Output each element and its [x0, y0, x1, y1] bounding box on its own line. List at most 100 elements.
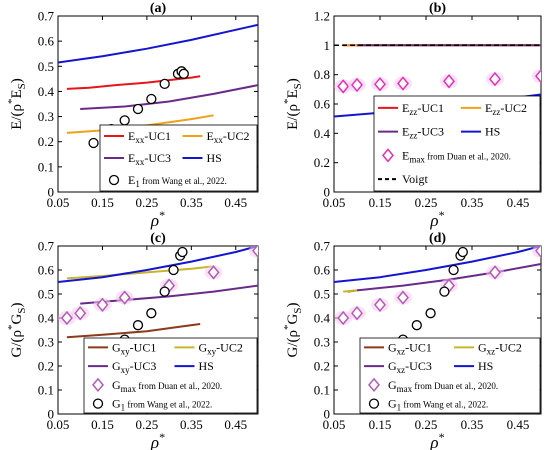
- x-tick-label: 0.25: [415, 195, 438, 210]
- legend-label-g-xy-uc2: Gxy-UC2: [199, 340, 243, 356]
- y-tick-label: 0.1: [38, 383, 54, 398]
- data-point-g-max-from-duan-et-al-2020: [337, 310, 350, 326]
- data-point-g-1-from-wang-et-al-2022: [146, 308, 157, 319]
- legend-swatch-g-1-from-wang-et-al-2022: [368, 398, 380, 409]
- x-tick-label: 0.45: [507, 417, 530, 432]
- data-point-g-1-from-wang-et-al-2022: [457, 246, 468, 258]
- data-point-e-1-from-wang-et-al-2022: [159, 78, 170, 90]
- legend-label-g-xy-uc3: Gxy-UC3: [112, 359, 156, 375]
- series-line-g-xy-uc1: [66, 323, 201, 339]
- data-point-e-max-from-duan-et-al-2020: [351, 77, 363, 93]
- legend-label-hs: HS: [485, 125, 500, 139]
- x-axis-label: ρ*: [429, 208, 444, 230]
- panel-title: (b): [429, 1, 446, 16]
- data-point-e-1-from-wang-et-al-2022: [132, 103, 144, 115]
- panel-title: (d): [429, 231, 446, 246]
- legend-swatch-e-1-from-wang-et-al-2022: [108, 174, 120, 186]
- data-point-g-max-from-duan-et-al-2020: [207, 265, 220, 280]
- legend-swatch-e-max-from-duan-et-al-2020: [382, 148, 394, 163]
- y-tick-label: 0.2: [314, 359, 330, 374]
- x-tick-label: 0.45: [507, 195, 530, 210]
- y-tick-label: 0.2: [314, 155, 330, 170]
- x-tick-label: 0.15: [369, 195, 392, 210]
- legend: Gxz-UC1 Gxz-UC2 Gxz-UC3 HS Gmax from Duan et…: [359, 337, 541, 414]
- x-tick-label: 0.25: [415, 417, 438, 432]
- data-point-e-max-from-duan-et-al-2020: [489, 71, 501, 87]
- panel-b: (b) 0.05 0.15 0.25 0.35 0.45 0 0.2 0.4 0.6 0.8 1 1.2…: [282, 1, 542, 230]
- legend-label-g-xz-uc2: Gxz-UC2: [478, 340, 522, 356]
- y-tick-label: 1: [324, 38, 331, 53]
- y-tick-label: 0.4: [314, 311, 331, 326]
- y-axis-label: E/(ρ*ES): [6, 78, 28, 130]
- series-line-e-xx-uc1: [66, 75, 201, 90]
- legend-label-g-1-from-wang-et-al-2022: G1 from Wang et al., 2022.: [388, 397, 488, 413]
- legend-swatch-g-1-from-wang-et-al-2022: [92, 398, 104, 409]
- legend: Gxy-UC1 Gxy-UC2 Gxy-UC3 HS Gmax from Duan et…: [83, 337, 258, 414]
- x-tick-label: 0.25: [136, 195, 159, 210]
- legend-box: [83, 337, 258, 414]
- legend-swatch-g-max-from-duan-et-al-2020: [92, 377, 104, 393]
- data-point-g-max-from-duan-et-al-2020: [96, 297, 109, 312]
- y-tick-label: 0.8: [314, 67, 330, 82]
- x-tick-label: 0.35: [180, 417, 203, 432]
- y-tick-label: 0: [324, 407, 331, 422]
- legend-label-voigt: Voigt: [402, 172, 428, 186]
- x-axis-label: ρ*: [150, 430, 165, 450]
- series-line-g-xy-uc2: [66, 265, 214, 280]
- series-line-g-xz-uc2: [343, 289, 358, 293]
- y-tick-label: 0.6: [38, 263, 55, 278]
- y-tick-label: 0.4: [38, 84, 55, 99]
- legend-box: [373, 95, 541, 192]
- x-tick-label: 0.25: [136, 417, 159, 432]
- legend-label-g-xy-uc1: Gxy-UC1: [112, 340, 156, 356]
- x-axis-label: ρ*: [429, 430, 444, 450]
- data-point-g-1-from-wang-et-al-2022: [159, 286, 170, 297]
- data-point-e-1-from-wang-et-al-2022: [88, 137, 99, 149]
- x-tick-label: 0.35: [461, 195, 484, 210]
- legend-box: [359, 337, 541, 414]
- legend-label-hs: HS: [207, 151, 222, 165]
- panel-title: (c): [150, 231, 166, 246]
- y-tick-label: 0.1: [38, 159, 54, 174]
- y-tick-label: 0.4: [314, 126, 331, 141]
- panel-title: (a): [150, 1, 167, 16]
- x-tick-label: 0.45: [224, 195, 247, 210]
- y-tick-label: 0.5: [314, 287, 330, 302]
- data-point-g-max-from-duan-et-al-2020: [74, 306, 87, 321]
- legend-label-g-xz-uc1: Gxz-UC1: [388, 340, 432, 356]
- y-tick-label: 0.6: [314, 263, 331, 278]
- y-tick-label: 0.3: [38, 335, 54, 350]
- y-tick-label: 0: [324, 185, 331, 200]
- panel-a: (a) 0.05 0.15 0.25 0.35 0.45 0 0.1 0.2 0.3 0.4 0.5 0…: [6, 1, 259, 230]
- legend-label-g-max-from-duan-et-al-2020: Gmax from Duan et al., 2020.: [388, 378, 498, 394]
- x-tick-label: 0.15: [91, 417, 114, 432]
- y-tick-label: 0.1: [314, 383, 330, 398]
- y-tick-label: 0.5: [38, 287, 54, 302]
- legend: Ezz-UC1 Ezz-UC2 Ezz-UC3 HS Emax from Duan et…: [373, 95, 541, 192]
- x-tick-label: 0.05: [47, 195, 70, 210]
- x-tick-label: 0.15: [369, 417, 392, 432]
- data-point-g-1-from-wang-et-al-2022: [448, 264, 459, 276]
- y-tick-label: 0: [48, 185, 55, 200]
- data-point-e-1-from-wang-et-al-2022: [178, 68, 189, 79]
- legend: Exx-UC1 Exx-UC2 Exx-UC3 HS E1 from Wang et a…: [99, 124, 258, 192]
- data-point-e-max-from-duan-et-al-2020: [337, 79, 350, 94]
- y-tick-label: 0.3: [314, 335, 330, 350]
- legend-label-e-xx-uc3: Exx-UC3: [128, 151, 171, 167]
- x-tick-label: 0.05: [47, 417, 70, 432]
- data-point-g-max-from-duan-et-al-2020: [535, 246, 541, 258]
- data-point-g-max-from-duan-et-al-2020: [397, 290, 409, 305]
- y-tick-label: 0.3: [38, 109, 54, 124]
- x-tick-label: 0.15: [91, 195, 114, 210]
- legend-label-g-xz-uc3: Gxz-UC3: [388, 359, 432, 375]
- legend-label-hs: HS: [199, 359, 214, 373]
- y-tick-label: 0.7: [38, 239, 55, 254]
- legend-swatch-g-max-from-duan-et-al-2020: [368, 377, 380, 393]
- data-point-e-max-from-duan-et-al-2020: [374, 77, 386, 92]
- panel-d: (d) 0.05 0.15 0.25 0.35 0.45 0 0.1 0.2 0.3 0.4 0.5 0…: [282, 231, 542, 450]
- legend-label-e-zz-uc3: Ezz-UC3: [402, 125, 444, 141]
- y-tick-label: 0.4: [38, 311, 55, 326]
- data-point-g-max-from-duan-et-al-2020: [252, 246, 258, 258]
- data-point-g-1-from-wang-et-al-2022: [439, 286, 450, 297]
